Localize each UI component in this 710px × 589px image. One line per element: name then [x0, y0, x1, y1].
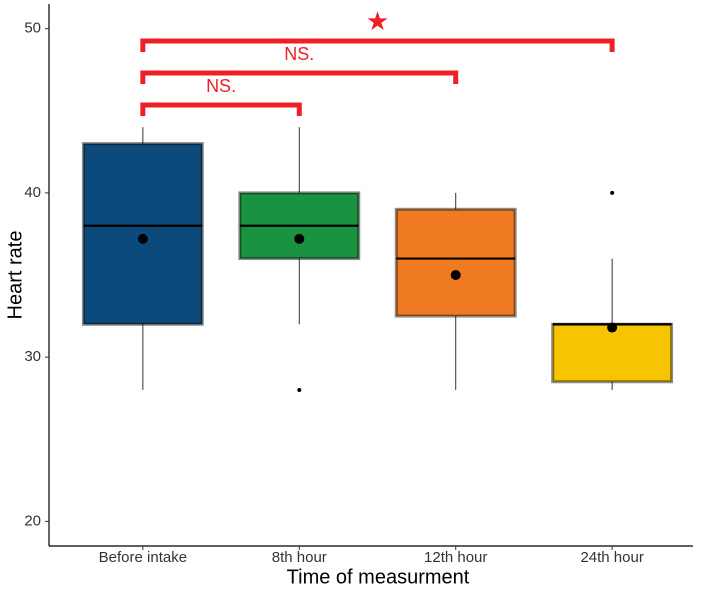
mean-point	[607, 322, 618, 333]
x-axis-title: Time of measurment	[287, 566, 470, 588]
significance-bracket	[140, 38, 615, 52]
box	[81, 142, 204, 326]
y-tick-label: 50	[24, 20, 41, 37]
outlier	[297, 387, 302, 392]
mean-point	[294, 233, 305, 244]
y-tick-label: 30	[24, 348, 41, 365]
x-tick-label: 24th hour	[580, 549, 643, 566]
mean-point	[137, 233, 148, 244]
significance-bracket	[140, 102, 302, 116]
significance-label: NS.	[284, 44, 314, 64]
significance-label: ★	[366, 6, 389, 36]
x-tick-label: Before intake	[99, 549, 187, 566]
x-tick-label: 12th hour	[424, 549, 487, 566]
y-axis-title: Heart rate	[4, 231, 26, 320]
significance-label: NS.	[206, 76, 236, 96]
x-tick-label: 8th hour	[272, 549, 327, 566]
y-tick-label: 20	[24, 512, 41, 529]
box	[394, 207, 517, 318]
box	[551, 322, 674, 384]
outlier	[610, 190, 615, 195]
y-tick-label: 40	[24, 184, 41, 201]
significance-bracket	[140, 70, 459, 84]
mean-point	[450, 270, 461, 280]
